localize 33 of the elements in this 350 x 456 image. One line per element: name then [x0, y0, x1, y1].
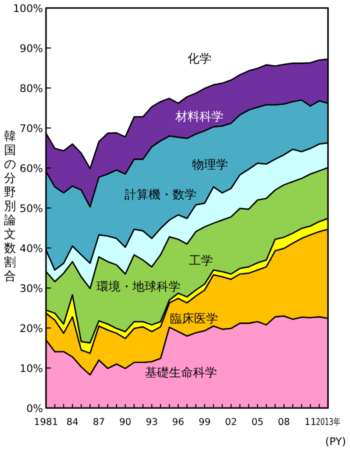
series-label: 臨床医学 — [170, 312, 218, 326]
y-tick-label: 90% — [20, 43, 44, 55]
x-tick-label: 2013年 — [316, 416, 340, 428]
text: 韓国の分野別論文数割合 — [4, 129, 16, 283]
y-tick-label: 50% — [20, 203, 44, 215]
x-tick-label: 96 — [172, 417, 184, 428]
y-tick-label: 60% — [20, 163, 44, 175]
series-label: 環境・地球科学 — [96, 280, 181, 294]
series-label: 材料科学 — [174, 110, 224, 124]
y-tick-label: 40% — [20, 243, 44, 255]
x-tick-label: 08 — [278, 417, 290, 428]
y-tick-label: 0% — [26, 403, 44, 415]
x-tick-label: 11 — [304, 417, 316, 428]
y-tick-label: 70% — [20, 123, 44, 135]
series-label: 工学 — [189, 254, 214, 268]
x-tick-label: 84 — [66, 417, 78, 428]
x-tick-label: 99 — [198, 417, 211, 428]
x-tick-label: 05 — [251, 417, 264, 428]
x-tick-label: 02 — [225, 417, 238, 428]
series-label: 化学 — [187, 52, 212, 66]
y-tick-label: 20% — [20, 323, 44, 335]
y-tick-label: 100% — [12, 3, 44, 15]
x-tick-label: 1981 — [34, 417, 58, 428]
x-tick-label: 87 — [92, 417, 105, 428]
series-label: 物理学 — [192, 158, 228, 172]
x-axis-title: (PY) — [325, 436, 346, 448]
y-tick-label: 10% — [20, 363, 44, 375]
x-tick-label: 90 — [119, 417, 132, 428]
x-tick-label: 93 — [146, 417, 158, 428]
series-label: 計算機・数学 — [124, 188, 197, 202]
y-tick-label: 80% — [20, 83, 44, 95]
series-label: 基礎生命科学 — [144, 366, 217, 380]
y-tick-label: 30% — [20, 283, 44, 295]
